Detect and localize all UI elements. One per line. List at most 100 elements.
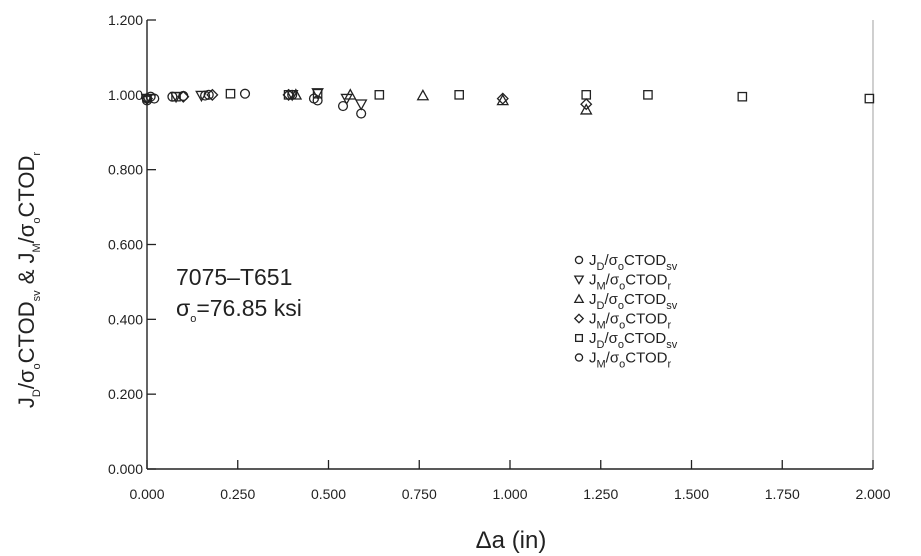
legend-label-part: J bbox=[589, 291, 597, 308]
data-point-square bbox=[225, 88, 236, 99]
data-point-circle bbox=[308, 93, 320, 104]
legend-label-part: /σ bbox=[606, 350, 620, 367]
legend-label-part: CTOD bbox=[624, 330, 666, 347]
data-point-circle bbox=[239, 88, 251, 99]
x-axis-label: Δa (in) bbox=[476, 527, 547, 554]
y-label-sub: o bbox=[31, 363, 43, 369]
y-label-sub: M bbox=[31, 243, 43, 252]
data-point-square bbox=[283, 90, 294, 100]
y-label-separator: & bbox=[14, 263, 39, 290]
y-tick-label: 0.800 bbox=[108, 162, 143, 178]
legend-marker-square bbox=[574, 333, 584, 343]
x-tick-label: 1.250 bbox=[583, 486, 618, 502]
y-axis-label: JD/σoCTODsv & JM/σoCTODr bbox=[14, 152, 43, 409]
legend-label-part: r bbox=[667, 281, 671, 293]
y-label-j: J bbox=[14, 252, 39, 263]
y-label-sub: sv bbox=[31, 290, 43, 302]
x-tick-label: 0.000 bbox=[129, 486, 164, 502]
legend-label-part: o bbox=[618, 339, 624, 351]
legend-label-part: r bbox=[667, 359, 671, 371]
y-tick-label: 0.400 bbox=[108, 311, 143, 327]
y-label-j: J bbox=[14, 397, 39, 408]
y-label-sub: D bbox=[31, 389, 43, 397]
legend-label-part: /σ bbox=[606, 311, 620, 328]
data-point-square bbox=[454, 90, 464, 100]
data-points bbox=[140, 88, 875, 119]
data-point-circle bbox=[337, 100, 349, 112]
legend-label-part: CTOD bbox=[625, 272, 667, 289]
legend-label-part: o bbox=[618, 261, 624, 273]
data-point-triangle-up bbox=[416, 89, 430, 101]
legend-label-part: o bbox=[619, 320, 625, 332]
data-point-triangle-down bbox=[195, 90, 208, 103]
data-point-square bbox=[171, 91, 181, 102]
legend-label-part: /σ bbox=[604, 291, 618, 308]
x-tick-label: 0.500 bbox=[311, 486, 346, 502]
legend-label-part: D bbox=[597, 300, 605, 312]
legend-label: JM/σoCTODr bbox=[589, 311, 671, 332]
legend: JD/σoCTODsvJM/σoCTODrJD/σoCTODsvJM/σoCTO… bbox=[573, 252, 678, 371]
y-tick-label: 0.200 bbox=[108, 386, 143, 402]
annotation-yield-stress: σo=76.85 ksi bbox=[176, 295, 302, 325]
legend-label-part: M bbox=[597, 281, 606, 293]
y-tick-label: 1.200 bbox=[108, 12, 143, 28]
legend-label: JD/σoCTODsv bbox=[589, 330, 678, 351]
legend-label-part: D bbox=[597, 339, 605, 351]
legend-label-part: M bbox=[597, 359, 606, 371]
legend-label-part: /σ bbox=[604, 252, 618, 269]
data-point-triangle-up bbox=[579, 103, 593, 115]
x-axis-ticks: 0.000 0.250 0.500 0.750 1.000 1.250 1.500 1.750… bbox=[129, 460, 891, 502]
legend-label-part: J bbox=[589, 350, 597, 367]
x-tick-label: 0.750 bbox=[402, 486, 437, 502]
y-tick-label: 0.000 bbox=[108, 461, 143, 477]
legend-label-part: J bbox=[589, 330, 597, 347]
data-point-circle bbox=[200, 90, 211, 101]
legend-label-part: o bbox=[619, 281, 625, 293]
data-point-circle bbox=[149, 93, 160, 104]
data-point-triangle-down bbox=[354, 99, 368, 111]
data-point-triangle-up bbox=[343, 88, 357, 100]
legend-label-part: r bbox=[667, 320, 671, 332]
legend-label-part: M bbox=[597, 320, 606, 332]
annotation-sub: o bbox=[190, 313, 196, 325]
legend-label-part: J bbox=[589, 252, 597, 269]
legend-label-part: o bbox=[618, 300, 624, 312]
y-tick-label: 1.000 bbox=[108, 87, 143, 103]
y-label-sub: o bbox=[31, 217, 43, 223]
data-point-diamond bbox=[496, 92, 509, 105]
annotation-material: 7075–T651 bbox=[176, 264, 292, 290]
legend-label-part: J bbox=[589, 311, 597, 328]
legend-label-part: sv bbox=[666, 261, 678, 273]
data-point-square bbox=[643, 90, 653, 100]
data-point-square bbox=[374, 90, 385, 100]
legend-label-part: o bbox=[619, 359, 625, 371]
legend-label-part: sv bbox=[666, 300, 678, 312]
legend-label: JM/σoCTODr bbox=[589, 272, 671, 293]
legend-label-part: /σ bbox=[604, 330, 618, 347]
data-point-diamond bbox=[282, 88, 295, 101]
annotation-sigma: σ bbox=[176, 295, 190, 321]
data-point-circle bbox=[141, 95, 153, 106]
legend-label-part: CTOD bbox=[625, 311, 667, 328]
legend-label: JM/σoCTODr bbox=[589, 350, 671, 371]
y-tick-label: 0.600 bbox=[108, 237, 143, 253]
y-label-part: CTOD bbox=[14, 301, 39, 363]
legend-marker-diamond bbox=[573, 313, 585, 324]
legend-label-part: CTOD bbox=[624, 291, 666, 308]
legend-marker-circle bbox=[574, 255, 584, 265]
data-point-triangle-down bbox=[311, 88, 324, 100]
legend-marker-circle bbox=[574, 353, 584, 362]
legend-label-part: sv bbox=[666, 339, 678, 351]
x-tick-label: 1.000 bbox=[492, 486, 527, 502]
legend-label: JD/σoCTODsv bbox=[589, 252, 678, 273]
plot-frame bbox=[146, 20, 874, 470]
legend-label-part: CTOD bbox=[625, 350, 667, 367]
legend-label-part: J bbox=[589, 272, 597, 289]
y-label-part: CTOD bbox=[14, 156, 39, 218]
y-axis-ticks: 0.000 0.200 0.400 0.600 0.800 1.000 1.200 bbox=[108, 12, 156, 477]
y-label-part: /σ bbox=[14, 223, 39, 243]
x-tick-label: 0.250 bbox=[220, 486, 255, 502]
legend-label-part: D bbox=[597, 261, 605, 273]
y-label-sub: r bbox=[31, 152, 43, 156]
